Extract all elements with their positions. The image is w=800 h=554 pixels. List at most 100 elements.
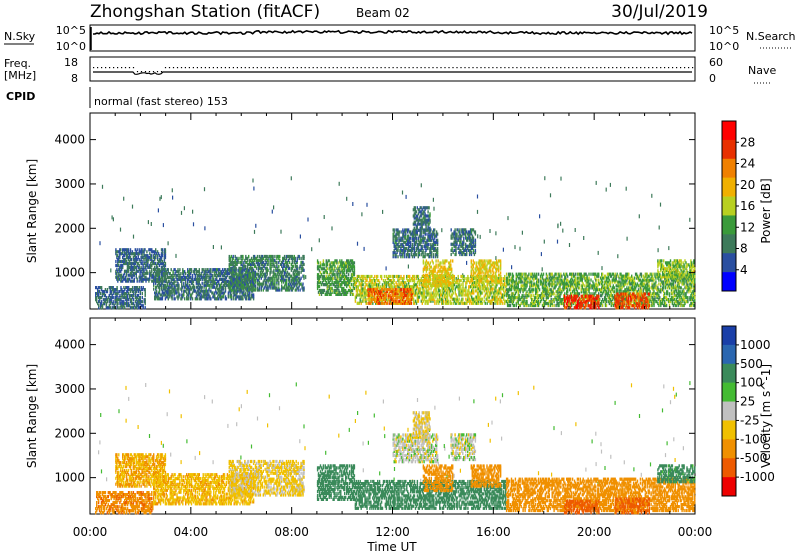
echo-cell [388, 292, 390, 296]
echo-cell [199, 274, 201, 278]
echo-cell [150, 254, 152, 258]
echo-cell [318, 288, 321, 293]
echo-cell [151, 269, 153, 273]
echo-cell [122, 275, 124, 279]
echo-cell [234, 289, 236, 293]
nave-dot [476, 67, 478, 69]
echo-cell [230, 276, 232, 280]
echo-cell [135, 302, 138, 306]
echo-cell [144, 275, 146, 279]
echo-cell [363, 291, 365, 295]
echo-cell [255, 258, 258, 262]
echo-cell [231, 260, 233, 264]
echo-cell [467, 289, 469, 293]
echo-cell [465, 283, 467, 287]
echo-cell [352, 286, 355, 291]
echo-cell [277, 268, 279, 272]
echo-cell [203, 275, 205, 280]
echo-cell [269, 256, 271, 260]
echo-cell [161, 252, 164, 256]
echo-cell [134, 252, 136, 256]
echo-cell [116, 277, 118, 281]
echo-cell [263, 264, 265, 268]
echo-cell [410, 251, 413, 255]
echo-cell [429, 293, 431, 297]
echo-cell [478, 295, 481, 299]
echo-cell [282, 268, 284, 272]
echo-cell [118, 258, 120, 262]
echo-cell [218, 287, 220, 291]
echo-cell [214, 268, 216, 272]
echo-cell [127, 265, 130, 269]
echo-cell [222, 274, 225, 278]
echo-cell [390, 281, 392, 285]
echo-cell [129, 271, 132, 275]
echo-cell [393, 301, 395, 305]
echo-cell [290, 288, 293, 292]
echo-cell [329, 279, 331, 283]
echo-cell [123, 254, 126, 258]
echo-cell [402, 293, 404, 298]
echo-cell [183, 281, 185, 285]
echo-cell [231, 280, 233, 284]
echo-cell [166, 268, 168, 272]
echo-cell [439, 297, 441, 301]
sparse-echo [318, 238, 320, 243]
echo-cell [216, 270, 218, 274]
echo-cell [153, 256, 155, 260]
echo-cell [286, 288, 289, 292]
echo-cell [271, 280, 273, 284]
echo-cell [488, 295, 490, 299]
echo-cell [173, 277, 175, 281]
echo-cell [160, 268, 163, 272]
echo-cell [341, 261, 343, 265]
echo-cell [135, 298, 138, 302]
nave-dot [164, 67, 167, 69]
echo-cell [368, 274, 370, 279]
sparse-echo [346, 196, 348, 201]
echo-cell [142, 265, 144, 269]
echo-cell [327, 259, 329, 263]
echo-cell [419, 206, 421, 210]
echo-cell [399, 230, 401, 234]
echo-cell [375, 283, 377, 287]
nave-dot [644, 67, 646, 69]
echo-cell [288, 256, 291, 260]
echo-cell [415, 248, 418, 253]
echo-cell [129, 261, 132, 266]
echo-cell [391, 297, 393, 301]
echo-cell [113, 290, 115, 294]
echo-cell [345, 292, 347, 296]
echo-cell [276, 268, 278, 272]
echo-cell [431, 295, 433, 299]
freq-label: Freq. [4, 57, 31, 70]
echo-cell [387, 293, 389, 298]
echo-cell [201, 295, 203, 299]
nave-dot [240, 67, 242, 69]
echo-cell [216, 285, 218, 289]
echo-cell [249, 266, 251, 270]
echo-cell [406, 242, 408, 246]
echo-cell [127, 294, 129, 298]
echo-cell [413, 248, 416, 253]
echo-cell [397, 301, 399, 305]
sparse-echo [119, 227, 122, 232]
echo-cell [281, 270, 283, 274]
echo-cell [483, 285, 485, 289]
echo-cell [241, 270, 243, 274]
echo-cell [250, 278, 253, 282]
echo-cell [245, 278, 247, 282]
echo-cell [156, 283, 159, 287]
echo-cell [317, 267, 320, 271]
echo-cell [127, 261, 130, 266]
echo-cell [414, 206, 416, 210]
echo-cell [424, 301, 426, 305]
echo-cell [172, 272, 174, 276]
echo-cell [247, 270, 249, 274]
nave-dot [320, 67, 322, 69]
nave-dot [588, 67, 590, 69]
echo-cell [205, 281, 207, 285]
echo-cell [217, 274, 219, 278]
echo-cell [116, 267, 118, 271]
echo-cell [151, 258, 153, 262]
